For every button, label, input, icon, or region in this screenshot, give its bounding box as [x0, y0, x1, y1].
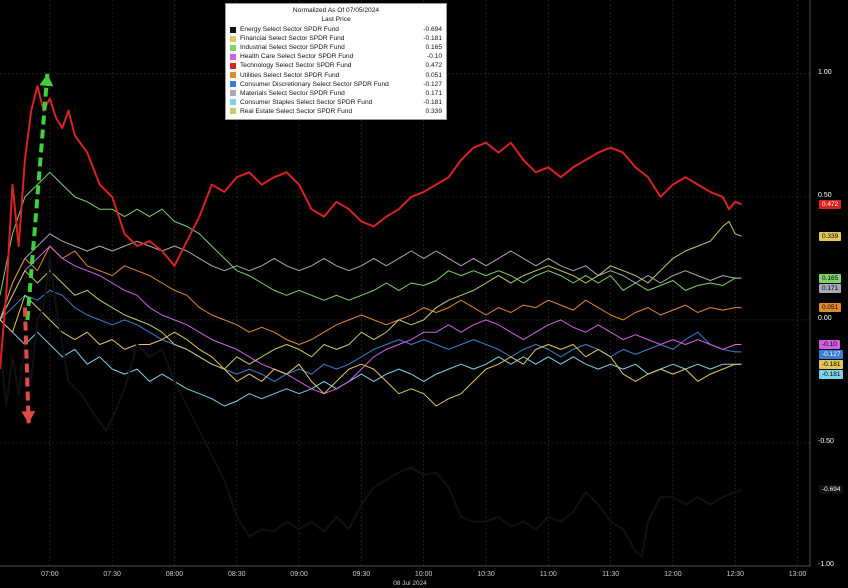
legend-item: Real Estate Select Sector SPDR Fund 0.339: [230, 107, 442, 116]
legend-series-value: 0.051: [425, 71, 442, 79]
legend-series-value: 0.472: [425, 62, 442, 70]
legend-rows: Energy Select Sector SPDR Fund -0.694 Fina…: [230, 25, 442, 116]
legend-series-name: Financial Select Sector SPDR Fund: [240, 35, 345, 43]
end-tag-9: 0.339: [819, 231, 842, 241]
end-tag-7: 0.171: [819, 283, 842, 293]
legend-item: Consumer Staples Select Sector SPDR Fund…: [230, 98, 442, 107]
legend-item: Industrial Select Sector SPDR Fund 0.165: [230, 43, 442, 52]
annotation-arrow-head-1: [21, 411, 36, 424]
annotation-arrow-head-0: [39, 73, 54, 87]
legend-item: Consumer Discretionary Select Sector SPD…: [230, 80, 442, 89]
series-line-3: [0, 245, 742, 395]
end-tag-8: -0.181: [819, 370, 844, 380]
legend-swatch: [230, 44, 236, 51]
end-tag-1: -0.181: [819, 360, 844, 370]
legend-series-name: Energy Select Sector SPDR Fund: [240, 26, 339, 34]
end-tag-4: 0.472: [819, 199, 842, 209]
x-tick-label: 13:00: [788, 571, 807, 578]
legend-series-name: Industrial Select Sector SPDR Fund: [240, 44, 345, 52]
legend-swatch: [230, 99, 236, 106]
annotations: [21, 73, 54, 424]
legend-swatch: [230, 35, 236, 42]
series-line-6: [0, 289, 742, 382]
legend-swatch: [230, 72, 236, 79]
legend-series-name: Utilities Select Sector SPDR Fund: [240, 71, 340, 79]
legend-item: Financial Select Sector SPDR Fund -0.181: [230, 34, 442, 43]
series-line-4: [0, 85, 742, 370]
x-tick-label: 07:00: [41, 571, 59, 578]
legend-series-value: 0.339: [425, 107, 442, 115]
series-line-1: [0, 294, 742, 407]
legend-series-name: Consumer Discretionary Select Sector SPD…: [240, 80, 389, 88]
legend-item: Technology Select Sector SPDR Fund 0.472: [230, 61, 442, 70]
series-line-9: [0, 221, 742, 370]
legend-series-value: 0.171: [425, 89, 442, 97]
end-tag-5: 0.051: [819, 303, 842, 313]
x-tick-label: 12:00: [664, 571, 682, 578]
legend-series-value: -0.181: [423, 98, 442, 106]
series-line-2: [0, 171, 742, 301]
x-tick-label: 08:00: [165, 571, 184, 578]
legend-series-name: Real Estate Select Sector SPDR Fund: [240, 107, 353, 115]
legend-item: Utilities Select Sector SPDR Fund 0.051: [230, 70, 442, 79]
legend-swatch: [230, 53, 236, 60]
legend-title: Normalized As Of 07/05/2024: [292, 7, 380, 14]
y-tick-label: 1.00: [818, 68, 832, 76]
legend-series-name: Health Care Select Sector SPDR Fund: [240, 53, 354, 61]
end-tag-3: -0.10: [819, 340, 840, 350]
x-tick-label: 08:30: [228, 571, 246, 578]
end-tag-2: 0.165: [819, 273, 842, 283]
x-tick-label: 07:30: [103, 571, 121, 578]
x-tick-label: 09:00: [290, 571, 308, 578]
y-tick-label: -0.50: [818, 437, 834, 445]
end-tag-0: -0.694: [819, 485, 844, 495]
x-tick-label: 11:30: [602, 571, 620, 578]
legend-series-value: -0.127: [423, 80, 442, 88]
legend: Normalized As Of 07/05/2024 Last Price E…: [225, 3, 447, 120]
legend-series-name: Technology Select Sector SPDR Fund: [240, 62, 352, 70]
legend-item: Health Care Select Sector SPDR Fund -0.10: [230, 52, 442, 61]
series-line-8: [0, 319, 742, 407]
x-axis-date-label: 08 Jul 2024: [393, 580, 427, 587]
legend-swatch: [230, 108, 236, 115]
legend-series-value: -0.694: [423, 26, 442, 34]
legend-series-name: Materials Select Sector SPDR Fund: [240, 89, 345, 97]
legend-item: Materials Select Sector SPDR Fund 0.171: [230, 89, 442, 98]
series-line-0: [0, 257, 742, 558]
legend-swatch: [230, 26, 236, 33]
legend-swatch: [230, 81, 236, 88]
y-tick-label: 0.50: [818, 191, 832, 199]
series-lines: [0, 85, 742, 558]
annotation-arrow-shaft-1: [22, 307, 31, 424]
y-tick-label: -1.00: [818, 561, 834, 568]
x-tick-label: 10:00: [414, 571, 433, 578]
x-tick-label: 10:30: [477, 571, 495, 578]
legend-subtitle: Last Price: [321, 16, 351, 23]
legend-swatch: [230, 62, 236, 69]
legend-series-value: -0.10: [426, 53, 442, 61]
series-line-5: [0, 245, 742, 345]
y-tick-label: 0.00: [818, 314, 832, 322]
legend-swatch: [230, 90, 236, 97]
series-line-7: [0, 233, 742, 321]
x-tick-label: 11:00: [539, 571, 557, 578]
end-tag-6: -0.127: [819, 350, 844, 360]
legend-series-name: Consumer Staples Select Sector SPDR Fund: [240, 98, 373, 106]
x-tick-label: 09:30: [352, 571, 371, 578]
legend-item: Energy Select Sector SPDR Fund -0.694: [230, 25, 442, 34]
legend-series-value: 0.165: [425, 44, 442, 52]
x-tick-label: 12:30: [726, 571, 744, 578]
legend-series-value: -0.181: [423, 35, 442, 43]
